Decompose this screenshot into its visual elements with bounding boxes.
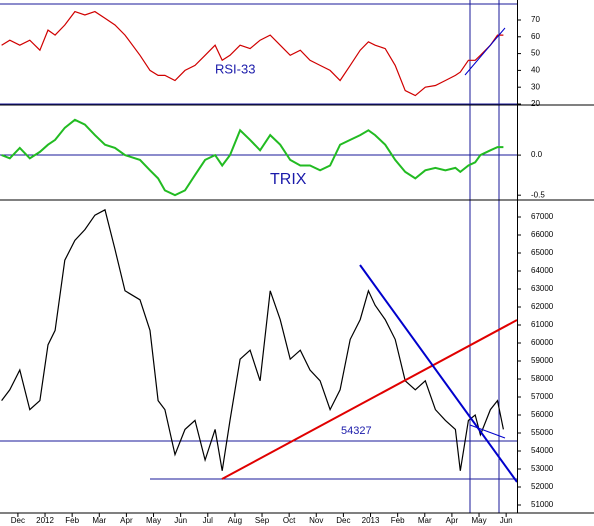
y-tick-label: 50 [531, 49, 540, 58]
y-tick-label: 58000 [531, 374, 554, 383]
annotation: TRIX [270, 171, 307, 188]
y-tick-label: 64000 [531, 266, 554, 275]
y-tick-label: 66000 [531, 230, 554, 239]
plot-area [1, 10, 504, 471]
y-tick-label: 55000 [531, 428, 554, 437]
y-tick-label: -0.5 [531, 190, 545, 199]
x-tick-label: Mar [92, 516, 106, 525]
y-tick-label: 53000 [531, 464, 554, 473]
x-tick-label: Dec [11, 516, 25, 525]
x-tick-label: 2013 [362, 516, 380, 525]
y-tick-label: 20 [531, 99, 540, 108]
trend-lines [221, 27, 518, 483]
annotation: RSI-33 [215, 61, 255, 76]
y-tick-label: 40 [531, 66, 540, 75]
x-tick-label: Apr [120, 516, 133, 525]
y-tick-label: 30 [531, 82, 540, 91]
frame [0, 0, 594, 514]
x-tick-label: 2012 [36, 516, 54, 525]
y-tick-label: 0.0 [531, 150, 543, 159]
x-tick-label: Jun [174, 516, 187, 525]
y-tick-label: 67000 [531, 212, 554, 221]
annotation: 54327 [341, 425, 372, 437]
data-line [1, 118, 504, 197]
x-tick-label: Nov [309, 516, 323, 525]
y-tick-label: 52000 [531, 482, 554, 491]
x-tick-label: Feb [65, 516, 79, 525]
trend-line [464, 27, 506, 76]
y-tick-label: 51000 [531, 500, 554, 509]
reference-lines [0, 0, 517, 513]
y-tick-label: 60 [531, 32, 540, 41]
y-tick-label: 65000 [531, 248, 554, 257]
x-tick-label: Dec [336, 516, 350, 525]
y-tick-label: 61000 [531, 320, 554, 329]
data-line [1, 208, 504, 471]
x-tick-label: Aug [228, 516, 242, 525]
y-tick-label: 59000 [531, 356, 554, 365]
data-line [1, 10, 504, 97]
x-tick-label: May [146, 516, 161, 525]
trend-line [469, 424, 506, 439]
x-tick-label: May [471, 516, 486, 525]
x-tick-label: Apr [446, 516, 459, 525]
y-tick-label: 57000 [531, 392, 554, 401]
x-tick-label: Jul [203, 516, 213, 525]
x-tick-label: Jun [500, 516, 513, 525]
trend-line [359, 264, 518, 483]
trend-line [221, 319, 518, 480]
y-tick-label: 63000 [531, 284, 554, 293]
x-tick-label: Oct [283, 516, 296, 525]
y-tick-label: 62000 [531, 302, 554, 311]
x-tick-label: Feb [391, 516, 405, 525]
y-tick-label: 70 [531, 15, 540, 24]
y-tick-label: 54000 [531, 446, 554, 455]
y-tick-label: 56000 [531, 410, 554, 419]
x-tick-label: Sep [255, 516, 270, 525]
x-tick-label: Mar [418, 516, 432, 525]
y-tick-label: 60000 [531, 338, 554, 347]
